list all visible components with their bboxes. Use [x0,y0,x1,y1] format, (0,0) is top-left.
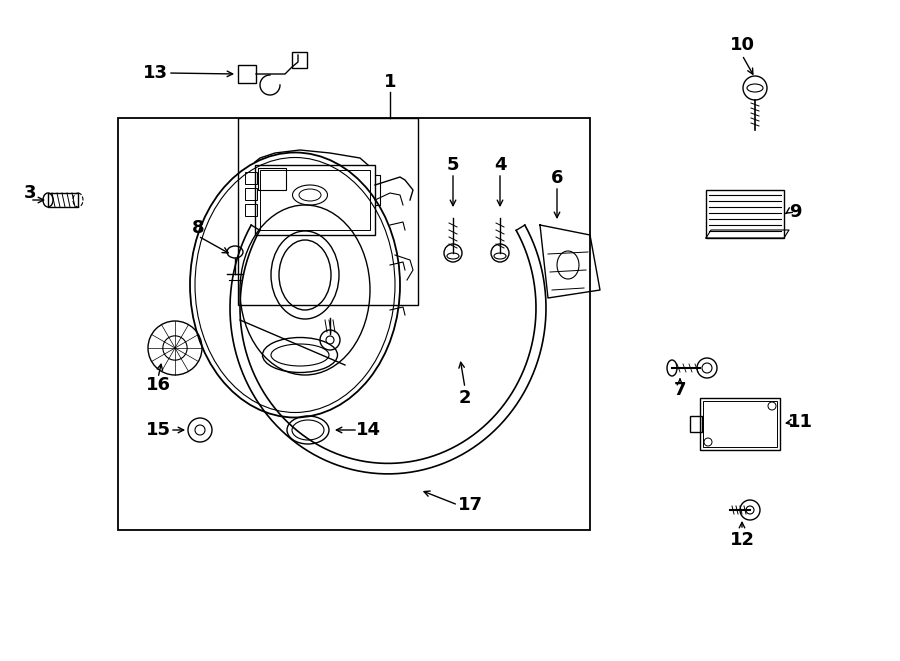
Text: 12: 12 [730,531,754,549]
Bar [700,398,780,450]
Bar [255,165,375,235]
Bar [706,190,784,238]
Text: 10: 10 [730,36,754,54]
Bar [48,193,78,207]
Text: 13: 13 [142,64,167,82]
Bar [238,65,256,83]
Text: 14: 14 [356,421,381,439]
Text: 17: 17 [457,496,482,514]
Bar [703,401,777,447]
Text: 11: 11 [788,413,813,431]
Text: 15: 15 [146,421,170,439]
Text: 7: 7 [674,381,686,399]
Bar [245,204,257,216]
Text: 8: 8 [192,219,204,237]
Text: 5: 5 [446,156,459,174]
Bar [690,416,702,432]
Text: 1: 1 [383,73,396,91]
Bar [118,118,590,530]
Bar [260,170,370,230]
Text: 6: 6 [551,169,563,187]
Text: 16: 16 [146,376,170,394]
Bar [238,118,418,305]
Bar [258,168,286,190]
Bar [245,172,257,184]
Text: 9: 9 [788,203,801,221]
Bar [245,188,257,200]
Bar [292,52,307,68]
Text: 4: 4 [494,156,506,174]
Text: 2: 2 [459,389,472,407]
Text: 3: 3 [23,184,36,202]
